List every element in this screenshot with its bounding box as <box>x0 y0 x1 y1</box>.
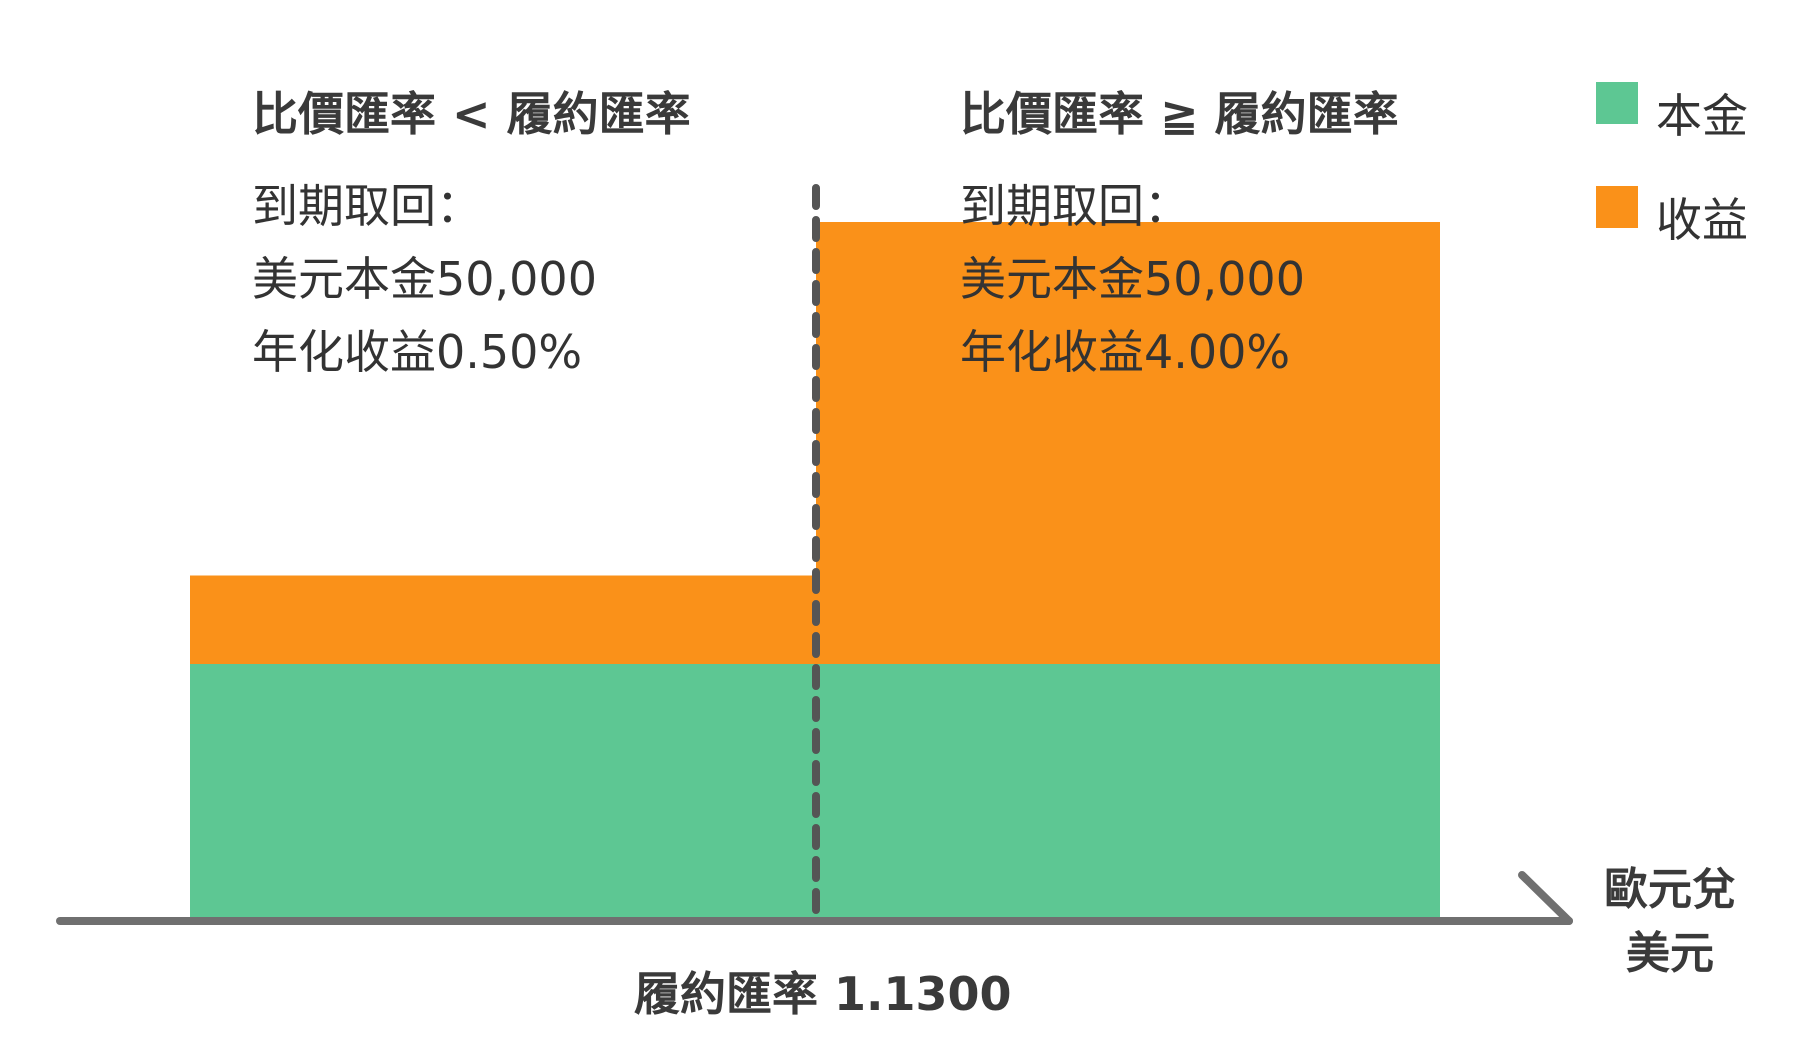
legend-item-return: 收益 <box>1596 182 1748 232</box>
legend-swatch-return <box>1596 186 1638 228</box>
chart-legend: 本金 收益 <box>1596 78 1748 286</box>
scenario-right-line-1: 到期取回： <box>960 183 1190 229</box>
scenario-left-line-3: 年化收益0.50% <box>252 329 582 375</box>
bar-principal-left <box>190 664 816 921</box>
scenario-right-line-3: 年化收益4.00% <box>960 329 1290 375</box>
scenario-left-line-2: 美元本金50,000 <box>252 256 597 302</box>
x-axis-label: 歐元兌 美元 <box>1604 858 1736 986</box>
bar-return-left <box>190 576 816 665</box>
scenario-left-line-1: 到期取回： <box>252 183 482 229</box>
scenario-right-line-2: 美元本金50,000 <box>960 256 1305 302</box>
x-axis-label-line-1: 歐元兌 <box>1604 858 1736 922</box>
legend-swatch-principal <box>1596 82 1638 124</box>
scenario-left-title: 比價匯率 < 履約匯率 <box>252 78 691 144</box>
legend-label-return: 收益 <box>1656 184 1748 250</box>
legend-item-principal: 本金 <box>1596 78 1748 128</box>
scenario-right-title: 比價匯率 ≧ 履約匯率 <box>960 78 1399 144</box>
legend-label-principal: 本金 <box>1656 80 1748 146</box>
bar-principal-right <box>816 664 1440 921</box>
x-axis-label-line-2: 美元 <box>1604 922 1736 986</box>
x-axis-arrow-tick <box>1522 875 1569 921</box>
strike-rate-label: 履約匯率 1.1300 <box>634 958 1012 1024</box>
